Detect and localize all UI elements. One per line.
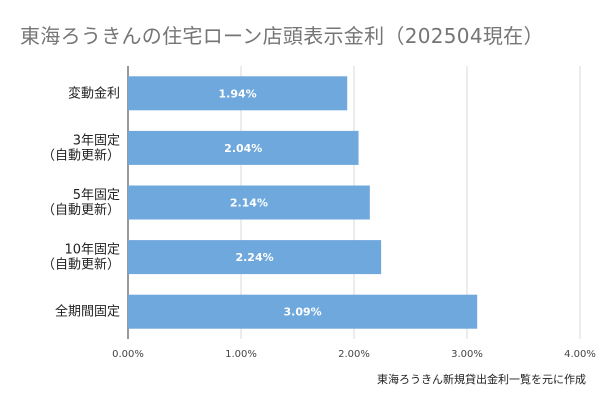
bars: 1.94% 2.04% 2.14% 2.24% 3.09%: [128, 76, 478, 329]
x-tick-label: 1.00%: [225, 349, 257, 360]
x-tick-label: 4.00%: [564, 349, 596, 360]
x-tick-label: 0.00%: [112, 349, 144, 360]
x-tick-labels: 0.00% 1.00% 2.00% 3.00% 4.00%: [112, 349, 596, 360]
category-label: 5年固定（自動更新）: [42, 188, 120, 218]
category-label: 3年固定（自動更新）: [42, 133, 120, 163]
bar: [128, 240, 382, 275]
bar: [128, 130, 359, 165]
bar-data-label: 2.24%: [235, 251, 273, 264]
category-label: 変動金利: [68, 85, 120, 101]
bar-data-label: 2.14%: [230, 197, 268, 210]
bar: [128, 185, 370, 220]
category-label: 10年固定（自動更新）: [42, 243, 120, 273]
x-tick-label: 3.00%: [451, 349, 483, 360]
chart-title: 東海ろうきんの住宅ローン店頭表示金利（202504現在）: [20, 24, 544, 48]
bar: [128, 294, 478, 329]
bar-data-label: 3.09%: [283, 306, 321, 319]
source-note: 東海ろうきん新規貸出金利一覧を元に作成: [377, 373, 586, 386]
bar: [128, 76, 348, 111]
bar-data-label: 1.94%: [219, 87, 257, 100]
x-tick-label: 2.00%: [338, 349, 370, 360]
category-label: 全期間固定: [55, 304, 120, 320]
bar-data-label: 2.04%: [224, 142, 262, 155]
category-labels: 変動金利 3年固定（自動更新） 5年固定（自動更新） 10年固定（自動更新） 全期間固定: [42, 85, 120, 319]
